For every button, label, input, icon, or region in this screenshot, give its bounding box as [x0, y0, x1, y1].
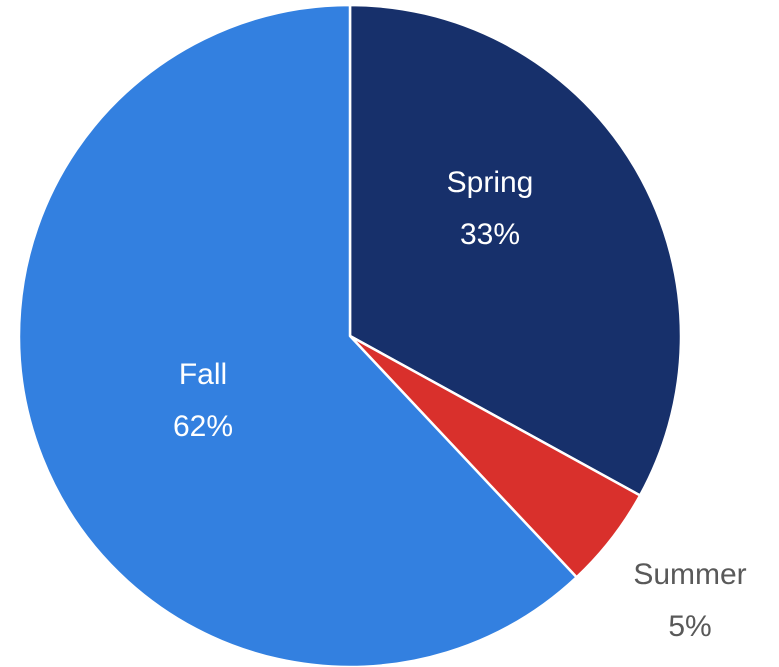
pie-slice: [17, 3, 578, 667]
slice-label-value: 33%: [460, 218, 520, 251]
slice-label-name: Spring: [447, 166, 534, 199]
slice-label-value: 62%: [173, 410, 233, 443]
slice-label-name: Fall: [179, 358, 227, 391]
slice-label-name: Summer: [633, 558, 746, 591]
pie-slice: [348, 3, 683, 497]
slice-label-value: 5%: [668, 610, 711, 643]
